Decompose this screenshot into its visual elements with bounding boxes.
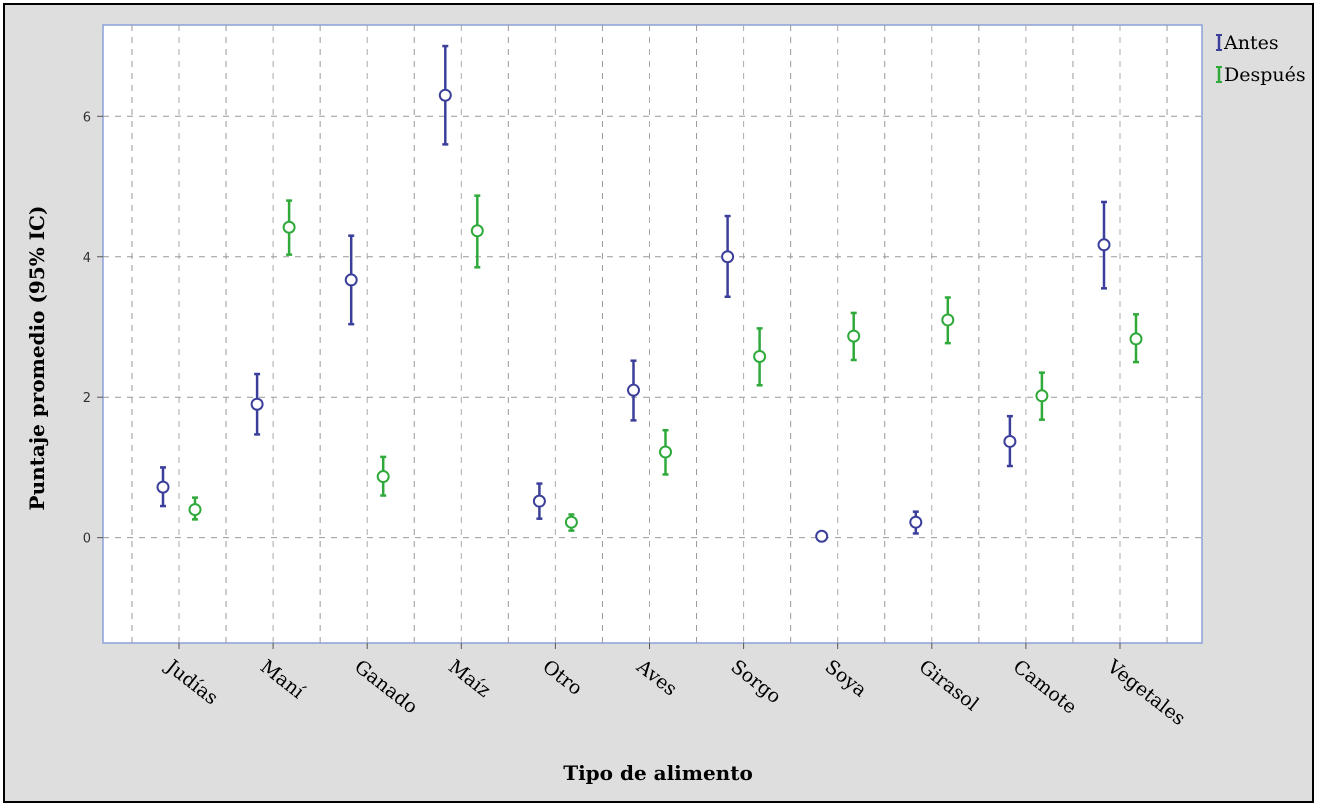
mean-point [1129, 332, 1143, 346]
mean-point [344, 273, 358, 287]
error-bar-antes [156, 466, 170, 508]
y-tick-label: 2 [83, 391, 91, 406]
error-bar-después [941, 296, 955, 345]
error-bar-antes [627, 359, 640, 422]
error-bar-después [847, 311, 861, 362]
error-bar-antes [250, 372, 264, 436]
error-bar-antes [532, 482, 546, 520]
x-tick-label: Vegetales [1102, 655, 1189, 730]
error-bar-antes [344, 234, 358, 326]
mean-point [156, 480, 170, 494]
y-axis-title: Puntaje promedio (95% IC) [25, 206, 49, 511]
mean-point [376, 470, 390, 484]
mean-point [188, 503, 202, 517]
error-bar-después [470, 194, 484, 269]
error-bar-antes [1003, 414, 1017, 468]
mean-point [721, 250, 735, 264]
error-bar-después [1035, 371, 1049, 421]
x-tick-label: Girasol [915, 656, 983, 716]
mean-point [438, 88, 452, 102]
x-tick-label: Ganado [350, 656, 422, 719]
x-tick-label: Judías [160, 654, 222, 709]
error-bar-antes [815, 529, 829, 543]
legend-label: Después [1224, 64, 1306, 86]
error-bar-antes [721, 214, 735, 299]
x-tick-label: Otro [538, 656, 586, 700]
y-tick-label: 6 [83, 110, 91, 125]
mean-point [282, 220, 296, 234]
mean-point [627, 383, 640, 397]
x-tick-label: Aves [632, 655, 682, 700]
error-bar-después [1129, 313, 1143, 364]
error-bar-después [753, 327, 767, 387]
mean-point [1003, 434, 1017, 448]
error-bar-después [188, 496, 202, 521]
mean-point [659, 445, 672, 459]
x-tick-label: Maní [256, 656, 309, 704]
mean-point [564, 515, 578, 529]
legend-item: Antes [1216, 32, 1279, 54]
mean-point [1035, 389, 1049, 403]
mean-point [1097, 238, 1111, 252]
legend-item: Después [1216, 64, 1306, 86]
mean-point [847, 329, 861, 343]
mean-point [470, 224, 484, 238]
x-axis-title: Tipo de alimento [563, 761, 753, 785]
mean-point [815, 529, 829, 543]
x-tick-label: Maíz [444, 656, 494, 702]
plot-area [102, 24, 1203, 644]
mean-point [250, 397, 264, 411]
mean-point [532, 494, 546, 508]
mean-point [909, 515, 923, 529]
mean-point [753, 349, 767, 363]
mean-point [941, 313, 955, 327]
error-bar-después [282, 199, 296, 256]
error-bar-antes [1097, 200, 1111, 290]
error-bar-antes [909, 510, 923, 535]
legend-label: Antes [1223, 32, 1279, 54]
error-bar-antes [438, 44, 452, 146]
error-bar-después [659, 428, 672, 476]
x-tick-label: Camote [1009, 656, 1081, 719]
error-bar-después [376, 455, 390, 497]
x-tick-label: Sorgo [727, 656, 786, 709]
y-tick-label: 4 [83, 251, 91, 266]
x-tick-label: Soya [821, 656, 871, 702]
y-tick-label: 0 [83, 532, 91, 547]
error-bar-después [564, 513, 578, 532]
